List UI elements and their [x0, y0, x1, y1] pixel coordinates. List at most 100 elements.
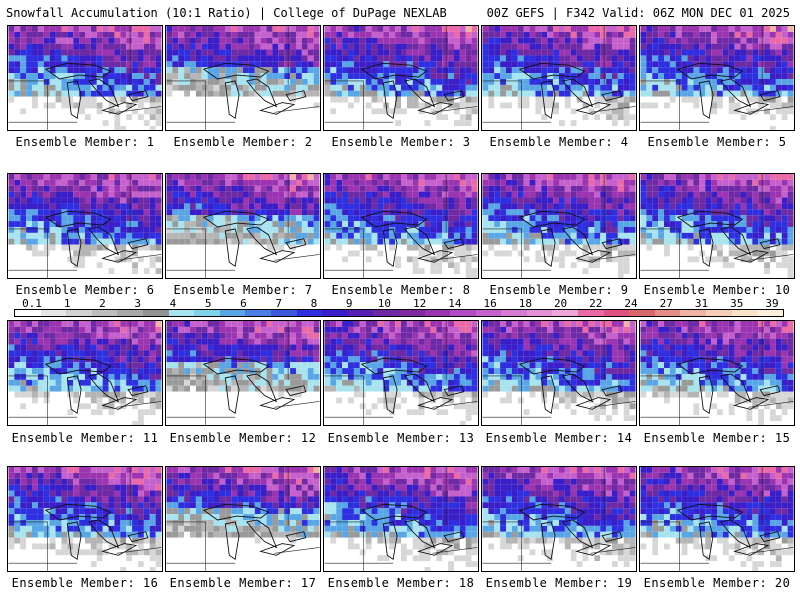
snow-cell: [430, 226, 437, 233]
snow-cell: [448, 67, 454, 74]
snow-cell: [395, 78, 401, 85]
snow-cell: [582, 185, 589, 192]
snow-cell: [511, 126, 518, 130]
snow-cell: [576, 120, 583, 127]
snow-cell: [687, 90, 694, 97]
snow-cell: [284, 126, 291, 130]
snow-cell: [184, 96, 191, 103]
snow-cell: [705, 78, 712, 85]
snow-cell: [529, 108, 536, 115]
snow-cell: [213, 256, 220, 263]
snow-cell: [359, 84, 366, 91]
colorbar-swatch: [117, 310, 143, 316]
snow-cell: [436, 37, 443, 44]
snow-cell: [371, 73, 378, 79]
snow-cell: [769, 108, 776, 115]
snow-cell: [600, 26, 607, 32]
snow-cell: [336, 232, 343, 239]
colorbar-tick-label: 8: [310, 297, 318, 310]
snow-cell: [231, 49, 238, 56]
snow-cell: [687, 49, 694, 56]
snow-cell: [172, 61, 179, 68]
snow-cell: [517, 120, 524, 127]
snow-cell: [219, 179, 226, 186]
snow-cell: [96, 114, 103, 121]
snow-cell: [570, 61, 577, 68]
snow-cell: [348, 43, 354, 50]
snow-cell: [611, 238, 618, 245]
snow-cell: [640, 26, 647, 32]
snow-cell: [511, 78, 518, 85]
snow-cell: [640, 268, 647, 275]
snow-cell: [37, 120, 44, 127]
snow-cell: [494, 274, 501, 278]
snow-cell: [195, 49, 202, 56]
snow-cell: [307, 26, 314, 32]
snow-cell: [342, 26, 349, 32]
snow-cell: [570, 55, 577, 62]
snow-cell: [669, 78, 676, 85]
snow-cell: [681, 268, 688, 275]
snow-cell: [600, 197, 607, 204]
snow-cell: [617, 221, 624, 227]
snow-cell: [711, 268, 717, 275]
snow-cell: [166, 114, 173, 121]
snow-cell: [55, 96, 62, 103]
snow-cell: [471, 197, 478, 204]
snow-cell: [243, 226, 249, 233]
snow-cell: [195, 215, 202, 222]
snow-cell: [594, 61, 601, 68]
snow-cell: [85, 321, 91, 327]
snow-cell: [102, 191, 109, 198]
snow-cell: [740, 191, 747, 198]
snow-cell: [143, 126, 150, 130]
snow-cell: [14, 108, 21, 115]
snow-cell: [722, 262, 729, 269]
snow-cell: [752, 268, 759, 275]
snow-cell: [14, 238, 21, 245]
snow-cell: [424, 191, 431, 198]
snow-cell: [752, 102, 759, 109]
snow-cell: [166, 73, 173, 79]
map-panel-member-3: [323, 25, 479, 131]
snow-cell: [365, 84, 372, 91]
snow-cell: [295, 215, 302, 222]
snow-cell: [600, 67, 607, 74]
snow-cell: [699, 244, 706, 251]
snow-cell: [102, 31, 109, 38]
snow-cell: [126, 49, 133, 56]
snow-cell: [301, 84, 308, 91]
snow-cell: [313, 244, 320, 251]
snow-cell: [166, 203, 173, 210]
snow-cell: [73, 55, 80, 62]
snow-cell: [664, 120, 670, 127]
snow-cell: [775, 43, 782, 50]
snow-cell: [37, 332, 44, 339]
snow-cell: [96, 191, 103, 198]
snow-cell: [740, 179, 747, 186]
snow-cell: [313, 185, 320, 192]
snow-cell: [260, 262, 267, 269]
map-panel-member-5: [639, 25, 795, 131]
snow-cell: [20, 203, 27, 210]
snow-cell: [541, 31, 548, 38]
snow-cell: [436, 174, 443, 180]
snow-cell: [395, 226, 401, 233]
snow-cell: [717, 197, 723, 204]
snow-cell: [424, 49, 431, 56]
snow-cell: [430, 274, 437, 278]
snow-cell: [611, 108, 618, 115]
snow-cell: [389, 102, 396, 109]
snow-cell: [559, 215, 565, 222]
snow-cell: [73, 120, 80, 127]
snow-cell: [646, 43, 653, 50]
snow-cell: [166, 49, 173, 56]
snow-cell: [243, 120, 249, 127]
snow-cell: [90, 90, 97, 97]
snow-cell: [717, 90, 723, 97]
snow-cell: [471, 179, 478, 186]
snow-cell: [20, 49, 27, 56]
snow-cell: [600, 268, 607, 275]
snow-cell: [494, 179, 501, 186]
snow-cell: [49, 238, 56, 245]
